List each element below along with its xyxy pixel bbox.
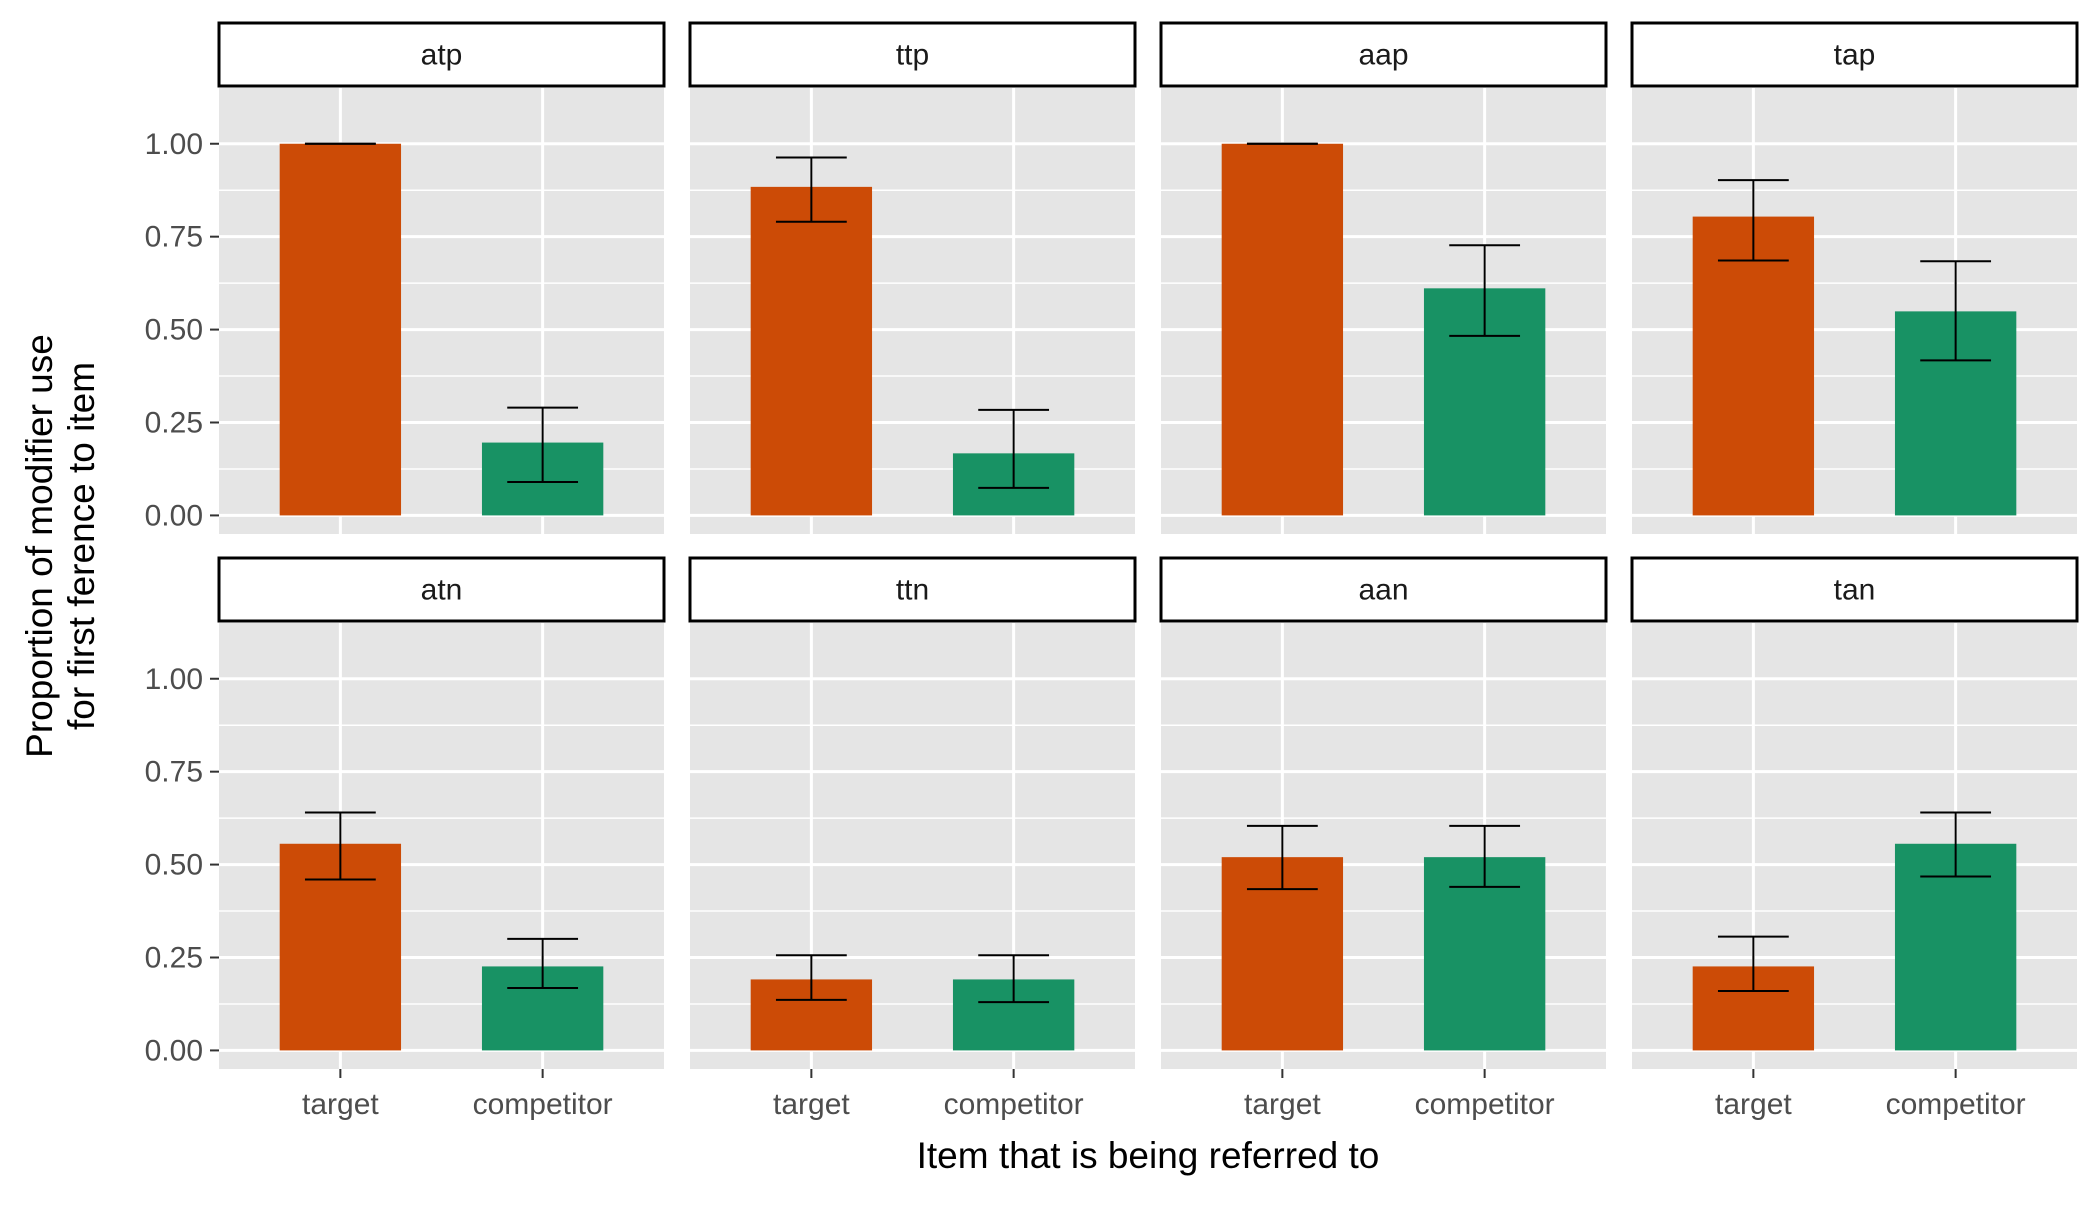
y-tick-label: 1.00: [145, 663, 203, 696]
facet-strip-label: tan: [1834, 574, 1876, 607]
x-tick-label: competitor: [1886, 1088, 2026, 1121]
bar-target: [1221, 143, 1344, 516]
x-tick-label: target: [302, 1088, 379, 1121]
facet-panel-tan: tan target competitor: [1630, 556, 2079, 1121]
facet-strip: [1159, 556, 1608, 623]
facet-strip: [1630, 556, 2079, 623]
bar-target: [1692, 216, 1815, 516]
facet-strip: [1159, 21, 1608, 88]
y-tick-label: 0.25: [145, 407, 203, 440]
facet-panel-aan: aan target competitor: [1159, 556, 1608, 1121]
facet-strip-label: aan: [1358, 574, 1408, 607]
x-tick-label: target: [1715, 1088, 1792, 1121]
facet-panel-atp: atp 0.00 0.25 0.50 0.75 1.00: [145, 21, 666, 534]
x-tick-label: target: [1244, 1088, 1321, 1121]
facet-strip: [688, 556, 1137, 623]
facet-strip-label: atn: [421, 574, 463, 607]
y-axis-title: Proportion of modifier usefor first fere…: [19, 334, 102, 758]
facet-strip: [688, 21, 1137, 88]
x-axis-title: Item that is being referred to: [917, 1135, 1380, 1176]
facet-strip-label: aap: [1358, 39, 1408, 72]
facet-strip: [1630, 21, 2079, 88]
facet-strip-label: ttp: [896, 39, 929, 72]
y-tick-label: 0.75: [145, 221, 203, 254]
bar-competitor: [1894, 843, 2017, 1051]
facet-panel-tap: tap: [1630, 21, 2079, 534]
y-tick-label: 0.50: [145, 314, 203, 347]
y-tick-label: 0.75: [145, 756, 203, 789]
y-tick-label: 0.00: [145, 499, 203, 532]
x-tick-label: competitor: [944, 1088, 1084, 1121]
facet-panel-atn: atn 0.00 0.25 0.50 0.75 1.00 target competitor: [145, 556, 666, 1121]
y-tick-label: 0.50: [145, 849, 203, 882]
x-tick-label: target: [773, 1088, 850, 1121]
facet-strip: [217, 21, 666, 88]
bar-target: [750, 186, 873, 516]
facet-strip-label: ttn: [896, 574, 929, 607]
y-tick-label: 1.00: [145, 128, 203, 161]
facet-panel-ttp: ttp: [688, 21, 1137, 534]
facet-strip-label: atp: [421, 39, 463, 72]
facet-panel-ttn: ttn target competitor: [688, 556, 1137, 1121]
x-tick-label: competitor: [1415, 1088, 1555, 1121]
y-axis-title-line: for first ference to item: [61, 362, 102, 730]
x-tick-label: competitor: [473, 1088, 613, 1121]
bar-competitor: [1423, 857, 1546, 1051]
facet-panel-aap: aap: [1159, 21, 1608, 534]
facet-strip-label: tap: [1834, 39, 1876, 72]
y-axis-title-line: Proportion of modifier use: [19, 334, 60, 758]
facet-strip: [217, 556, 666, 623]
y-tick-label: 0.25: [145, 942, 203, 975]
bar-target: [279, 143, 402, 516]
y-tick-label: 0.00: [145, 1034, 203, 1067]
